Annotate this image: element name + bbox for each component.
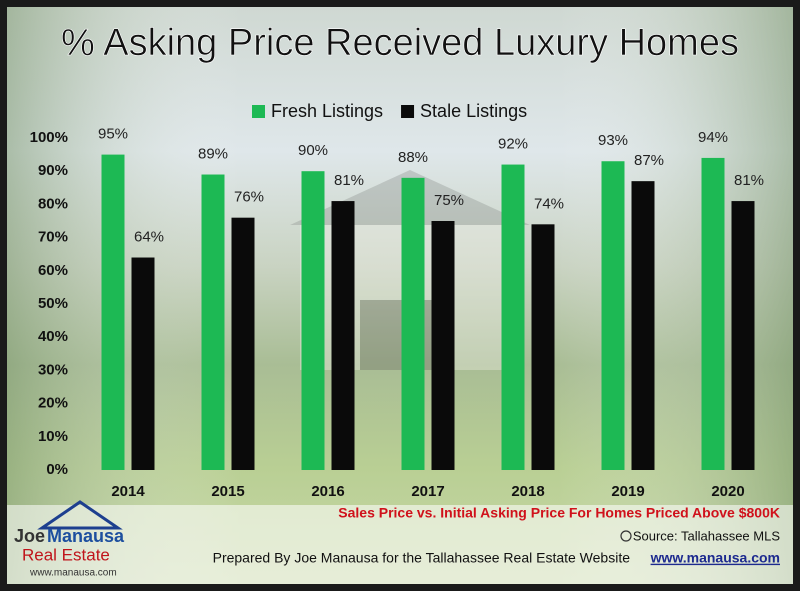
bar <box>701 157 725 471</box>
bar <box>431 221 455 470</box>
value-label: 92% <box>498 136 528 153</box>
x-tick-label: 2017 <box>411 483 444 500</box>
logo-line2: Real Estate <box>22 545 110 564</box>
legend-label: Fresh Listings <box>271 101 383 121</box>
legend-swatch <box>252 105 265 118</box>
logo-url: www.manausa.com <box>29 568 117 579</box>
credit: Prepared By Joe Manausa for the Tallahas… <box>213 550 631 566</box>
x-tick-label: 2014 <box>111 483 145 500</box>
value-label: 94% <box>698 129 728 146</box>
chart-title: % Asking Price Received Luxury Homes <box>61 22 739 64</box>
logo-last: Manausa <box>47 526 125 546</box>
y-tick-label: 80% <box>38 195 68 212</box>
value-label: 90% <box>298 142 328 159</box>
source: Source: Tallahassee MLS <box>633 528 781 543</box>
value-label: 81% <box>334 172 364 189</box>
y-tick-label: 50% <box>38 295 68 312</box>
value-label: 75% <box>434 192 464 209</box>
bar <box>231 217 255 470</box>
value-label: 87% <box>634 152 664 169</box>
value-label: 93% <box>598 132 628 149</box>
y-tick-label: 40% <box>38 328 68 345</box>
subtitle: Sales Price vs. Initial Asking Price For… <box>338 505 780 521</box>
bar <box>101 154 125 470</box>
y-tick-label: 90% <box>38 162 68 179</box>
bar <box>131 257 155 470</box>
value-label: 76% <box>234 189 264 206</box>
x-tick-label: 2020 <box>711 483 744 500</box>
legend-swatch <box>401 105 415 118</box>
bar <box>531 224 555 470</box>
y-tick-label: 20% <box>38 395 68 412</box>
footer-panel <box>7 505 793 584</box>
logo-roof <box>37 500 123 530</box>
credit-url[interactable]: www.manausa.com <box>650 550 780 566</box>
logo: Joe Manausa Real Estate www.manausa.com <box>14 500 125 579</box>
value-label: 95% <box>98 126 128 143</box>
value-label: 89% <box>198 145 228 162</box>
x-tick-label: 2018 <box>511 483 544 500</box>
y-tick-label: 30% <box>38 361 68 378</box>
y-tick-label: 60% <box>38 262 68 279</box>
value-label: 74% <box>534 195 564 212</box>
y-tick-label: 10% <box>38 428 68 445</box>
y-tick-label: 70% <box>38 229 68 246</box>
bar <box>201 174 225 470</box>
bar <box>401 177 425 470</box>
value-label: 81% <box>734 172 764 189</box>
x-tick-label: 2016 <box>311 483 344 500</box>
bar <box>601 161 625 471</box>
bar <box>731 201 755 470</box>
y-tick-label: 100% <box>30 129 68 146</box>
bar <box>631 181 655 470</box>
value-label: 64% <box>134 228 164 245</box>
value-label: 88% <box>398 149 428 166</box>
x-tick-label: 2015 <box>211 483 244 500</box>
source-icon <box>620 530 632 542</box>
legend-label: Stale Listings <box>420 101 527 121</box>
logo-first: Joe <box>14 526 45 546</box>
y-tick-label: 0% <box>46 461 68 478</box>
x-tick-label: 2019 <box>611 483 644 500</box>
bar <box>501 164 525 470</box>
bar <box>301 171 325 470</box>
bar <box>331 201 355 470</box>
